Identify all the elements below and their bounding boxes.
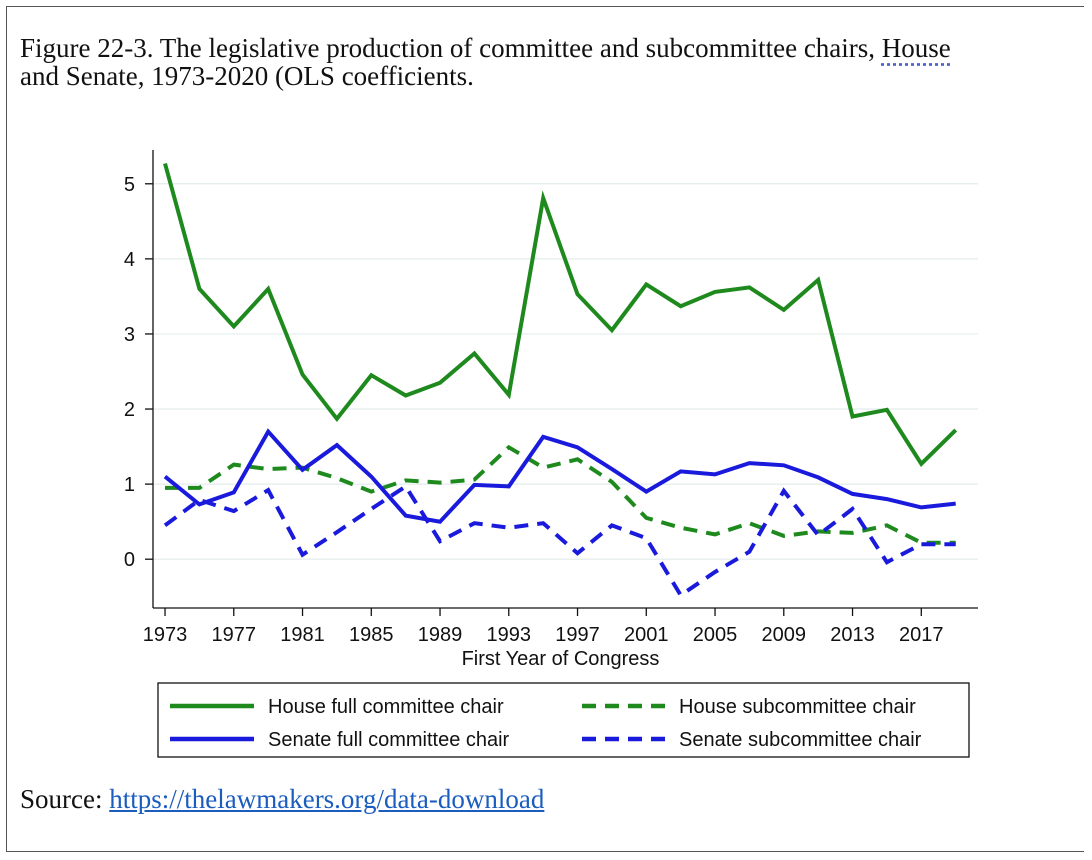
- axes: 0 1 2 3 4 5 1973 1977 1981 1985 1989 1993 1997 2001 20…: [124, 150, 978, 646]
- y-tick-label: 2: [124, 399, 135, 421]
- y-tick-label: 4: [124, 249, 135, 271]
- caption-underlined-word: House: [881, 33, 951, 63]
- x-tick-label: 2009: [762, 624, 807, 646]
- caption-line-1-text: Figure 22-3. The legislative production …: [20, 33, 882, 63]
- x-tick-label: 1997: [555, 624, 600, 646]
- series-line-3: [163, 483, 956, 599]
- x-tick-label: 1977: [212, 624, 257, 646]
- x-tick-label: 2001: [624, 624, 669, 646]
- series-line-2: [163, 428, 956, 524]
- x-tick-label: 2017: [899, 624, 944, 646]
- legend-label-2: Senate full committee chair: [268, 729, 510, 751]
- legend-label-0: House full committee chair: [268, 696, 504, 718]
- series-line-1: [165, 444, 956, 545]
- legend: House full committee chair House subcommi…: [157, 682, 970, 758]
- series-line-0: [163, 162, 958, 467]
- y-tick-label: 0: [124, 549, 135, 571]
- x-tick-label: 1989: [418, 624, 463, 646]
- x-tick-label: 2013: [830, 624, 875, 646]
- x-tick-label: 2005: [693, 624, 738, 646]
- caption-line-1: Figure 22-3. The legislative production …: [20, 34, 1080, 62]
- y-tick-label: 1: [124, 474, 135, 496]
- x-tick-label: 1993: [487, 624, 532, 646]
- gridlines: [153, 183, 978, 560]
- y-tick-label: 3: [124, 324, 135, 346]
- y-tick-label: 5: [124, 174, 135, 196]
- series-lines: [163, 162, 958, 599]
- source-link[interactable]: https://thelawmakers.org/data-download: [109, 784, 545, 814]
- caption-line-2: and Senate, 1973-2020 (OLS coefficients.: [20, 61, 474, 91]
- x-tick-label: 1985: [349, 624, 394, 646]
- x-tick-label: 1973: [143, 624, 188, 646]
- legend-label-3: Senate subcommittee chair: [679, 729, 922, 751]
- legend-box: [157, 682, 970, 758]
- figure-caption: Figure 22-3. The legislative production …: [20, 34, 1080, 90]
- x-tick-label: 1981: [280, 624, 325, 646]
- source-label: Source:: [20, 784, 103, 814]
- legend-label-1: House subcommittee chair: [679, 696, 916, 718]
- source-line: Source: https://thelawmakers.org/data-do…: [20, 784, 544, 815]
- x-axis-label: First Year of Congress: [462, 648, 660, 670]
